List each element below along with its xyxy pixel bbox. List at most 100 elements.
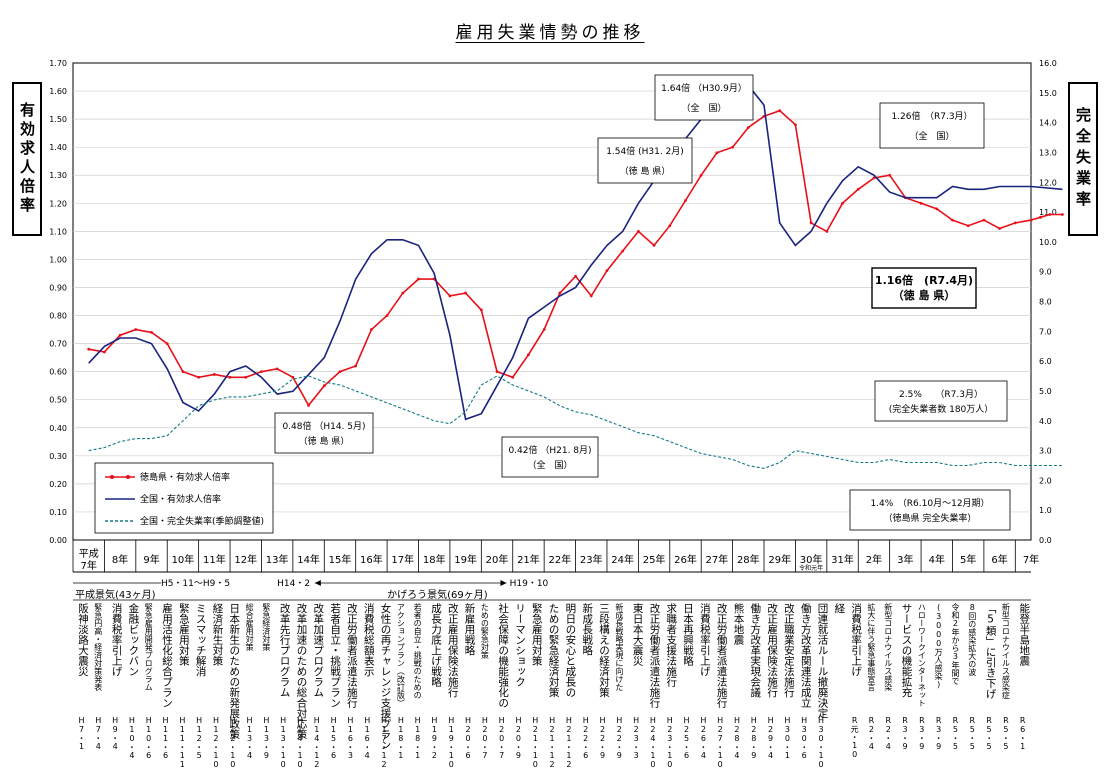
series-point bbox=[982, 218, 986, 222]
legend-marker bbox=[126, 475, 130, 479]
series-point bbox=[150, 330, 153, 334]
series-point bbox=[778, 109, 782, 113]
event-label: 阪神淡路大震災 bbox=[77, 603, 89, 677]
series-point bbox=[1039, 215, 1042, 219]
series-point bbox=[495, 370, 499, 374]
event-label: 改革加速のための総合対応策 bbox=[295, 603, 308, 740]
series-point bbox=[888, 173, 892, 177]
event-label: 改正雇用保険法施行 bbox=[446, 603, 459, 698]
event-date: H21・12 bbox=[547, 716, 557, 769]
annotation-value: 1.26倍 （R7.3月） bbox=[891, 110, 972, 122]
x-tick-label: 11年 bbox=[203, 553, 226, 566]
series-point bbox=[558, 291, 562, 295]
annotation-sub: （徳 島 県） bbox=[299, 435, 350, 447]
x-tick-label: 24年 bbox=[611, 553, 634, 566]
left-axis-label: 有効求人倍率 bbox=[12, 82, 42, 236]
event-label: 日本再興戦略 bbox=[682, 603, 695, 666]
event-date: H10・6 bbox=[144, 716, 154, 760]
left-tick-label: 0.70 bbox=[49, 340, 67, 349]
x-tick-label: 13年 bbox=[266, 553, 289, 566]
event-date: R3・9 bbox=[900, 716, 910, 751]
series-point bbox=[731, 145, 735, 149]
left-tick-label: 0.60 bbox=[49, 368, 67, 377]
series-point bbox=[322, 384, 326, 388]
x-tick-label: 7年 bbox=[81, 559, 97, 572]
left-tick-label: 1.30 bbox=[49, 171, 67, 180]
arrow-head bbox=[500, 580, 507, 586]
event-date: H22・9 bbox=[598, 716, 608, 760]
x-tick-label: 6年 bbox=[991, 553, 1007, 566]
left-tick-label: 1.20 bbox=[49, 199, 67, 208]
annotation-box bbox=[274, 412, 374, 454]
series-line bbox=[88, 375, 1063, 469]
event-date: H18・1 bbox=[396, 716, 406, 760]
series-point bbox=[212, 373, 216, 376]
annotation-sub: （徳 島 県） bbox=[893, 288, 956, 302]
x-tick-label: 20年 bbox=[486, 553, 509, 566]
event-label: 明日の安心と成長の bbox=[564, 603, 577, 698]
x-tick-label: 4年 bbox=[929, 553, 945, 566]
series-point bbox=[542, 328, 546, 331]
x-tick-label: 17年 bbox=[391, 553, 414, 566]
event-date: H12・10 bbox=[228, 716, 238, 769]
right-tick-label: 4.0 bbox=[1039, 417, 1052, 426]
event-date: H20・7 bbox=[480, 716, 490, 760]
series-point bbox=[118, 333, 122, 337]
series-point bbox=[715, 151, 719, 155]
event-label: 改正労働者派遣法施行 bbox=[345, 603, 358, 708]
event-date: H12・5 bbox=[194, 716, 204, 760]
event-date: R元・10 bbox=[850, 716, 860, 759]
annotation-sub: （全 国） bbox=[527, 459, 572, 471]
series-point bbox=[479, 308, 483, 312]
series-point bbox=[841, 201, 844, 205]
x-tick-label: 19年 bbox=[454, 553, 477, 566]
annotation-box bbox=[597, 137, 693, 184]
right-tick-label: 12.0 bbox=[1039, 178, 1057, 187]
event-date: R2・4 bbox=[866, 716, 876, 751]
left-tick-label: 0.20 bbox=[49, 480, 67, 489]
legend-label: 全国・完全失業率(季節調整値) bbox=[140, 515, 264, 527]
left-tick-label: 0.80 bbox=[49, 312, 67, 321]
plot-frame bbox=[72, 62, 1032, 541]
x-tick-label: 5年 bbox=[960, 553, 976, 566]
period-label: H19・10 bbox=[510, 579, 549, 589]
event-label: 若者の自立・挑戦のための bbox=[413, 603, 423, 699]
series-point bbox=[1048, 213, 1052, 216]
x-sub-label: 令和元年 bbox=[799, 564, 823, 572]
event-label: 東日本大震災 bbox=[631, 603, 644, 666]
annotation-value: 1.64倍 （H30.9月） bbox=[661, 82, 747, 94]
series-point bbox=[134, 328, 138, 331]
event-label: 改革先行プログラム bbox=[278, 603, 291, 698]
x-tick-label: 28年 bbox=[737, 553, 760, 566]
series-point bbox=[809, 221, 813, 225]
event-date: H12・10 bbox=[211, 716, 221, 769]
event-label: ハローワークインターネット bbox=[917, 603, 927, 707]
left-tick-label: 0.00 bbox=[49, 536, 67, 545]
x-tick-label: 22年 bbox=[548, 553, 571, 566]
series-point bbox=[998, 227, 1001, 230]
series-point bbox=[1013, 221, 1017, 225]
event-date: H25・6 bbox=[682, 716, 692, 760]
series-point bbox=[511, 375, 515, 379]
event-date: R5・5 bbox=[950, 716, 960, 751]
x-tick-label: 23年 bbox=[580, 553, 603, 566]
event-date: H13・4 bbox=[245, 716, 255, 760]
annotation-value: 0.48倍 （H14. 5月) bbox=[282, 420, 365, 432]
x-tick-label: 25年 bbox=[643, 553, 666, 566]
x-tick-label: 27年 bbox=[706, 553, 729, 566]
series-point bbox=[103, 350, 106, 354]
event-label: ミスマッチ解消 bbox=[194, 603, 207, 677]
event-label: 社会保障の機能強化の bbox=[497, 603, 510, 708]
event-date: H18・1 bbox=[413, 716, 423, 760]
left-tick-label: 1.10 bbox=[49, 227, 67, 236]
series-point bbox=[919, 201, 923, 205]
annotation-sub: (完全失業者数 180万人） bbox=[889, 403, 994, 415]
series-point bbox=[369, 328, 373, 331]
series-point bbox=[1061, 213, 1064, 216]
left-tick-label: 0.10 bbox=[49, 508, 67, 517]
event-label: 8回の感染拡大の波 bbox=[967, 603, 977, 676]
right-axis-label: 完全失業率 bbox=[1068, 82, 1098, 236]
left-tick-label: 1.60 bbox=[49, 87, 67, 96]
x-tick-label: 平成 bbox=[79, 548, 99, 560]
